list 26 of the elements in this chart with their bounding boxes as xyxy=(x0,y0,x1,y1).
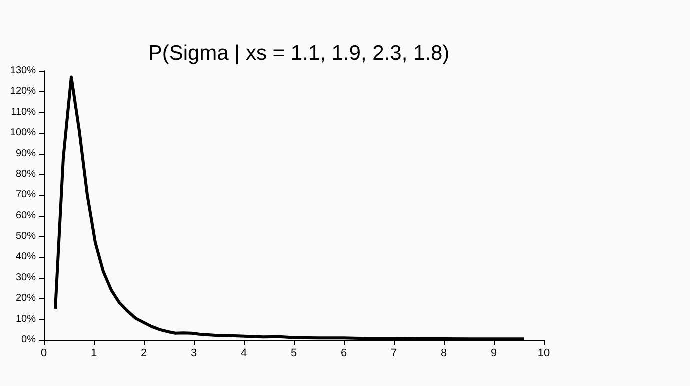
x-tick-label: 2 xyxy=(140,348,148,360)
y-tick-label: 120% xyxy=(10,86,36,98)
y-tick-label: 130% xyxy=(10,66,36,76)
y-tick-label: 40% xyxy=(16,252,36,263)
x-tick-label: 0 xyxy=(40,348,48,360)
x-tick-label: 5 xyxy=(290,348,298,360)
y-tick-label: 50% xyxy=(16,231,36,242)
y-tick-label: 90% xyxy=(16,148,36,160)
y-tick-label: 20% xyxy=(16,293,36,304)
x-tick-label: 7 xyxy=(390,348,398,360)
y-tick-label: 70% xyxy=(16,190,36,201)
y-tick-label: 0% xyxy=(22,334,36,346)
x-tick-label: 4 xyxy=(240,348,248,360)
x-tick-label: 8 xyxy=(440,348,448,360)
y-tick-label: 80% xyxy=(16,168,36,180)
y-tick-label: 60% xyxy=(16,210,36,222)
y-tick-label: 30% xyxy=(16,272,36,284)
x-tick-label: 9 xyxy=(490,348,498,360)
y-tick-label: 100% xyxy=(10,128,36,139)
x-tick-label: 10 xyxy=(538,348,550,360)
x-tick-label: 1 xyxy=(90,348,98,360)
y-tick-label: 110% xyxy=(11,106,36,118)
y-tick-label: 10% xyxy=(16,314,36,325)
chart-title: P(Sigma | xs = 1.1, 1.9, 2.3, 1.8) xyxy=(148,42,450,65)
x-tick-label: 3 xyxy=(190,348,198,360)
x-tick-label: 6 xyxy=(340,348,348,360)
